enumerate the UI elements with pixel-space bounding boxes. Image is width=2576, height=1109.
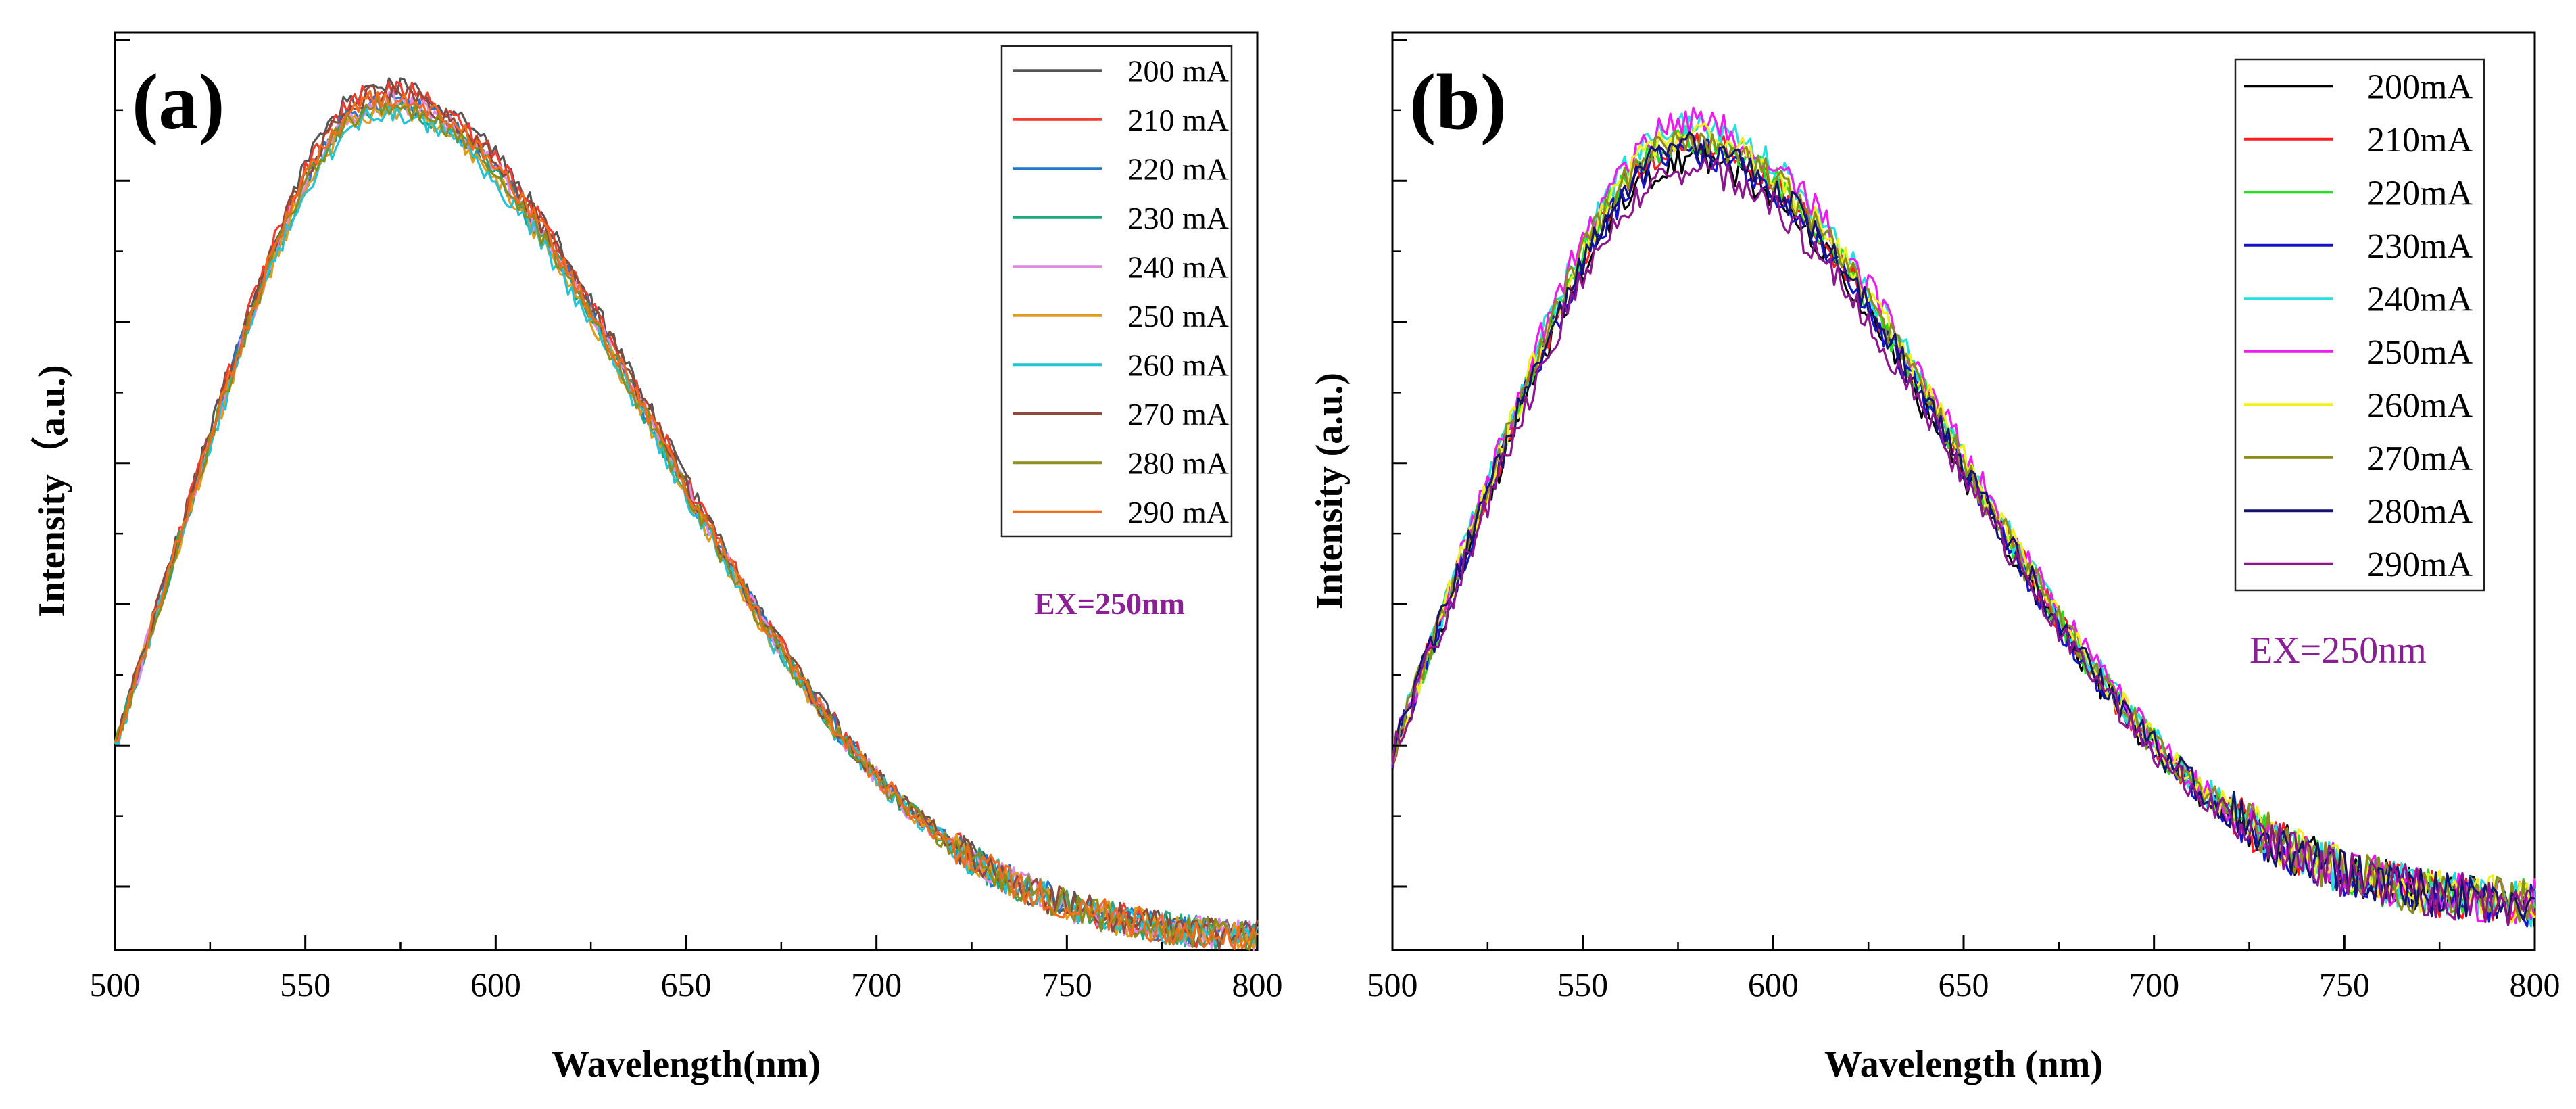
legend-label: 260mA [2367, 386, 2473, 425]
series-line-290ma [1391, 157, 2535, 927]
legend-label: 210mA [2367, 121, 2473, 160]
legend-label: 290 mA [1128, 495, 1230, 529]
x-tick-label: 600 [470, 966, 521, 1004]
x-tick-label: 750 [2319, 966, 2370, 1004]
panel-a-annotation: EX=250nm [1034, 586, 1185, 621]
x-tick-label: 550 [280, 966, 331, 1004]
legend-label: 240 mA [1128, 250, 1230, 284]
legend-label: 290mA [2367, 546, 2473, 584]
x-tick-label: 600 [1748, 966, 1799, 1004]
panel-a-curves [114, 77, 1259, 951]
panel-b: 500 550 600 650 700 750 800 (b) EX=250nm Wavel… [1309, 31, 2560, 1085]
legend-label: 210 mA [1128, 103, 1230, 137]
legend-label: 250 mA [1128, 299, 1230, 333]
legend-label: 220mA [2367, 174, 2473, 212]
legend-label: 280 mA [1128, 446, 1230, 480]
legend-label: 270 mA [1128, 397, 1230, 431]
series-line-280ma [1391, 131, 2535, 924]
legend-label: 200 mA [1128, 53, 1230, 88]
panel-a-axis-ticks: 500 550 600 650 700 750 800 [90, 38, 1283, 1004]
series-line-290ma [114, 89, 1259, 950]
legend-label: 230mA [2367, 227, 2473, 266]
panel-b-curves [1391, 106, 2536, 928]
panel-b-legend-box [2234, 58, 2485, 592]
panel-b-label: (b) [1409, 57, 1507, 146]
panel-a-legend: 200 mA 210 mA 220 mA 230 mA 240 mA 250 mA 260 … [1000, 45, 1233, 538]
x-tick-label: 550 [1557, 966, 1608, 1004]
legend-label: 200mA [2367, 68, 2473, 106]
panel-b-legend: 200mA 210mA 220mA 230mA 240mA 250mA 260mA 270mA… [2234, 58, 2485, 592]
panel-b-x-axis-label: Wavelength (nm) [1824, 1043, 2103, 1085]
legend-label: 250mA [2367, 333, 2473, 372]
panel-a-y-axis-label: Intensity（a.u.) [30, 364, 73, 617]
series-line-250ma [1391, 106, 2536, 924]
x-tick-label: 700 [851, 966, 902, 1004]
x-tick-label: 650 [661, 966, 712, 1004]
panel-a-x-axis-label: Wavelength(nm) [552, 1043, 821, 1085]
panel-a-legend-box [1000, 45, 1233, 538]
legend-label: 240mA [2367, 280, 2473, 318]
panel-b-axis-ticks: 500 550 600 650 700 750 800 [1367, 38, 2560, 1004]
panel-a: 500 550 600 650 700 750 800 (a) EX=250nm Wavel… [30, 31, 1283, 1085]
x-tick-label: 500 [1367, 966, 1418, 1004]
x-tick-label: 650 [1939, 966, 1989, 1004]
x-tick-label: 750 [1042, 966, 1092, 1004]
x-tick-label: 700 [2129, 966, 2179, 1004]
panel-b-y-axis-label: Intensity (a.u.) [1309, 373, 1351, 609]
legend-label: 220 mA [1128, 151, 1230, 186]
panel-b-annotation: EX=250nm [2250, 630, 2427, 671]
legend-label: 260 mA [1128, 348, 1230, 382]
legend-label: 230 mA [1128, 201, 1230, 235]
x-tick-label: 800 [2510, 966, 2560, 1004]
legend-label: 280mA [2367, 492, 2473, 531]
x-tick-label: 500 [90, 966, 141, 1004]
legend-label: 270mA [2367, 440, 2473, 478]
panel-a-label: (a) [132, 57, 225, 146]
x-tick-label: 800 [1232, 966, 1283, 1004]
